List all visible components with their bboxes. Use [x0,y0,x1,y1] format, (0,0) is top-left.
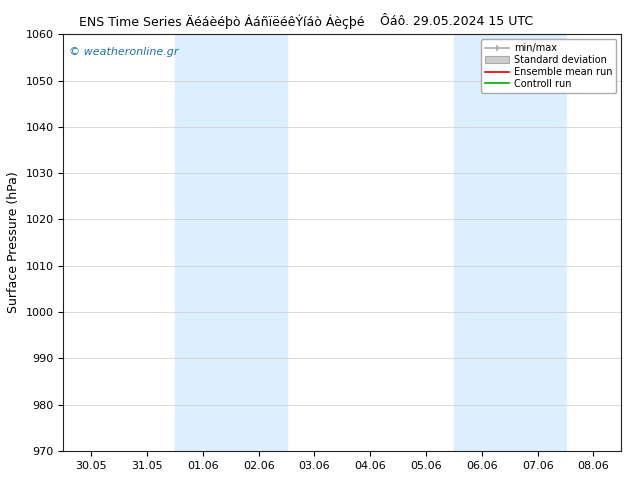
Bar [454,34,566,451]
Text: Ôáô. 29.05.2024 15 UTC: Ôáô. 29.05.2024 15 UTC [380,15,533,28]
Bar [175,34,287,451]
Legend: min/max, Standard deviation, Ensemble mean run, Controll run: min/max, Standard deviation, Ensemble me… [481,39,616,93]
Y-axis label: Surface Pressure (hPa): Surface Pressure (hPa) [7,172,20,314]
Text: ENS Time Series Äéáèéþò ÁáñïëéêÝíáò Áèçþé: ENS Time Series Äéáèéþò ÁáñïëéêÝíáò Áèçþ… [79,15,365,29]
Text: © weatheronline.gr: © weatheronline.gr [69,47,179,57]
